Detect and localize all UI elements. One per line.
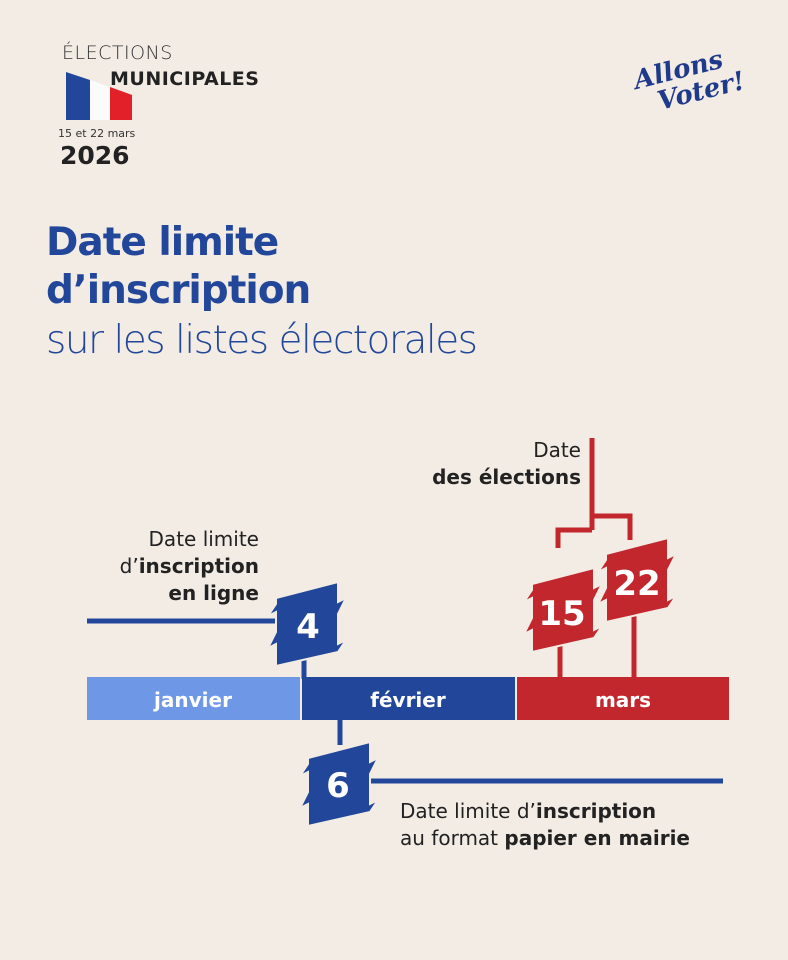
month-janvier-label: janvier xyxy=(153,688,232,712)
election-year: 2026 xyxy=(60,141,130,170)
badge-day-22 xyxy=(595,536,679,624)
subtitle: sur les listes électorales xyxy=(46,318,478,363)
day-4-label: 4 xyxy=(296,607,320,647)
title-line2: d’inscription xyxy=(46,268,311,313)
title-line1: Date limite xyxy=(46,220,279,265)
day-15-label: 15 xyxy=(538,594,585,634)
badge-day-6 xyxy=(297,740,381,828)
french-flag-icon xyxy=(66,72,132,120)
badge-day-15 xyxy=(521,566,605,654)
month-mars-label: mars xyxy=(595,688,651,712)
elections-label: ÉLECTIONS xyxy=(62,42,173,64)
municipales-label: MUNICIPALES xyxy=(110,68,260,90)
month-mars-bar xyxy=(517,677,729,720)
month-fevrier-label: février xyxy=(370,688,446,712)
paper-deadline-label: Date limite d’inscription au format papi… xyxy=(400,799,690,850)
month-fevrier-bar xyxy=(302,677,515,720)
online-deadline-label: Date limite d’inscription en ligne xyxy=(119,527,259,605)
day-6-label: 6 xyxy=(326,766,350,806)
election-dates: 15 et 22 mars xyxy=(58,127,136,140)
month-janvier-bar xyxy=(87,677,300,720)
day-22-label: 22 xyxy=(613,564,660,604)
election-date-label: Date des élections xyxy=(432,438,581,489)
badge-day-4 xyxy=(265,580,349,668)
